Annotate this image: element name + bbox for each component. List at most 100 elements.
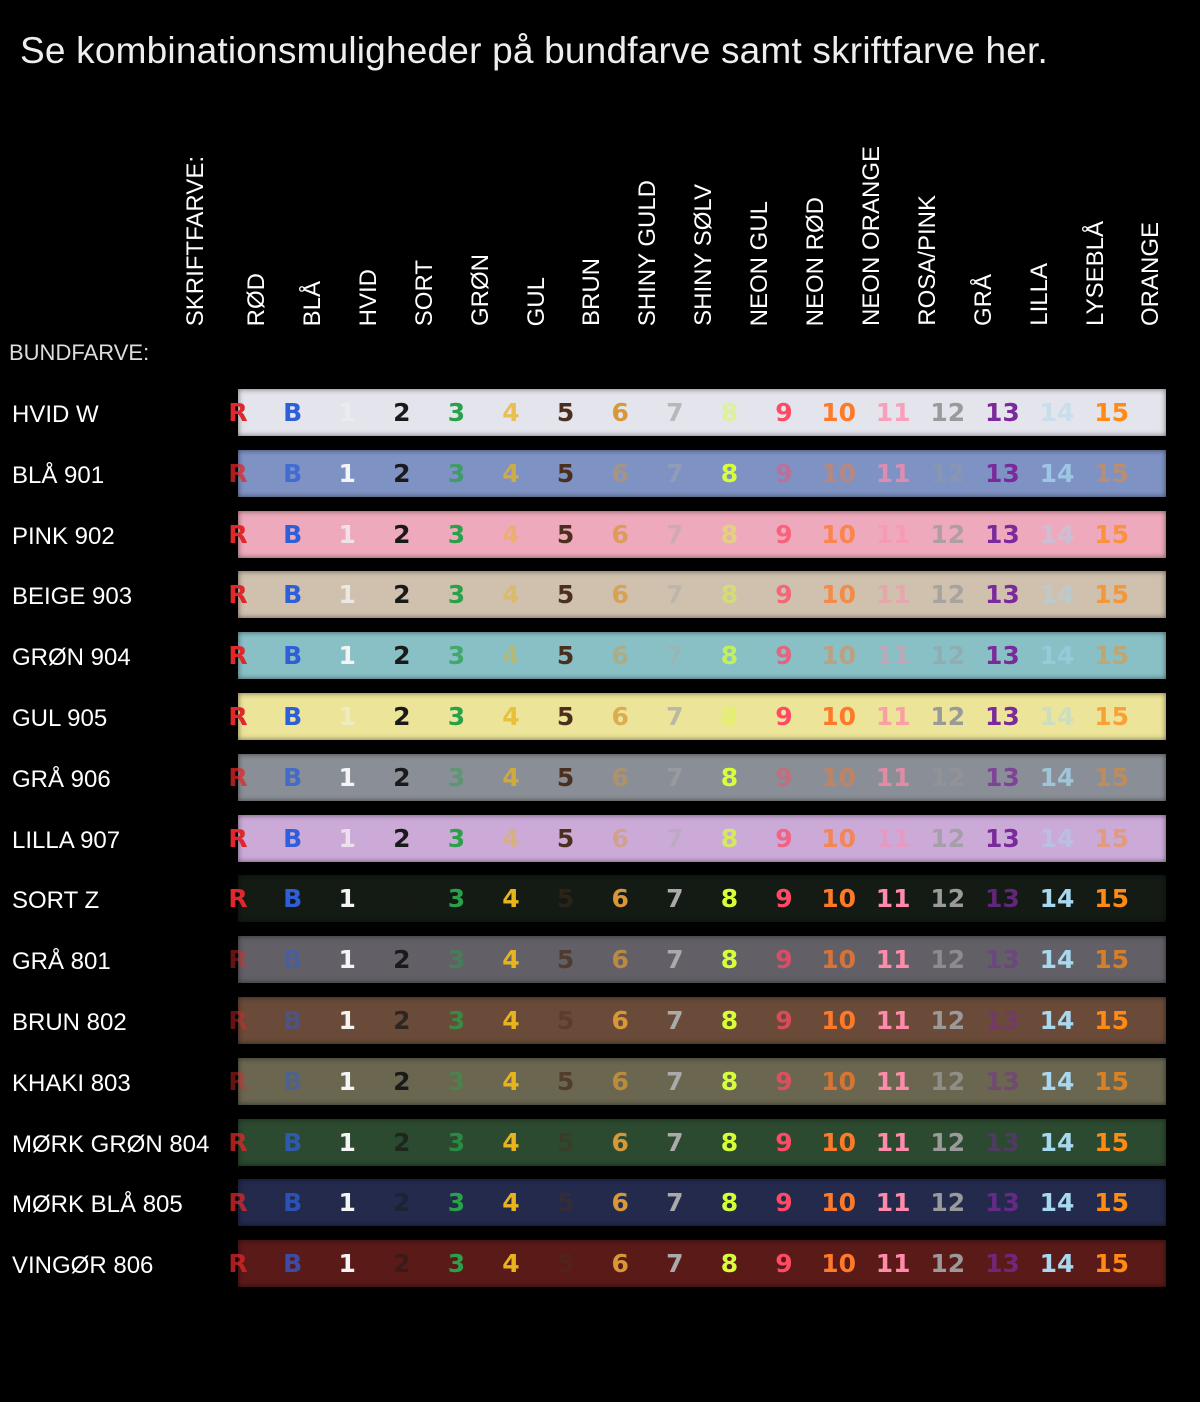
sample-glyph: 2 xyxy=(393,702,411,731)
sample-glyph: 2 xyxy=(393,1249,411,1279)
sample-glyph: 5 xyxy=(556,1249,575,1279)
ribbon-swatch: R B 1 2 3 4 5 6 7 8 9 10 11 12 13 14 15 xyxy=(228,632,1166,680)
sample-glyph: 10 xyxy=(821,641,856,671)
column-header: SHINY SØLV xyxy=(690,184,718,326)
sample-glyph: 7 xyxy=(666,762,684,792)
sample-glyph: 10 xyxy=(821,1127,856,1157)
sample-glyph: 6 xyxy=(611,398,629,427)
sample-glyph: 10 xyxy=(821,1188,856,1218)
sample-glyph: 11 xyxy=(875,702,911,731)
sample-glyph: 1 xyxy=(338,580,356,610)
sample-glyph: 12 xyxy=(930,519,966,549)
sample-glyph: 9 xyxy=(775,702,793,731)
sample-glyph: 9 xyxy=(775,398,793,427)
sample-glyph: 4 xyxy=(502,1127,520,1157)
sample-glyph: B xyxy=(283,398,303,427)
sample-glyph: 6 xyxy=(611,519,629,549)
sample-glyph: 12 xyxy=(930,1127,966,1157)
sample-glyph: 1 xyxy=(338,762,356,792)
sample-glyph: 8 xyxy=(720,1188,739,1218)
sample-glyph: 8 xyxy=(720,945,739,975)
sample-glyph: 11 xyxy=(875,641,911,671)
sample-glyph: 13 xyxy=(984,884,1020,914)
sample-glyph: 9 xyxy=(775,1249,793,1279)
sample-glyph: 13 xyxy=(984,702,1020,731)
ribbon-swatch: R B 1 2 3 4 5 6 7 8 9 10 11 12 13 14 15 xyxy=(228,753,1166,801)
sample-glyph: 13 xyxy=(984,1188,1020,1218)
sample-glyph: B xyxy=(283,641,303,671)
column-header: SHINY GULD xyxy=(634,179,662,326)
sample-glyph: 13 xyxy=(984,1006,1020,1035)
column-header: RØD xyxy=(243,272,270,326)
sample-glyph: 7 xyxy=(666,1127,684,1157)
sample-glyph: 7 xyxy=(666,1249,684,1279)
sample-glyph: 8 xyxy=(720,1066,739,1096)
sample-glyph: 10 xyxy=(821,398,856,427)
column-header: NEON RØD xyxy=(802,196,829,326)
sample-glyph: 11 xyxy=(875,1188,911,1218)
sample-glyph: 7 xyxy=(666,1006,684,1035)
sample-glyph: 14 xyxy=(1039,1006,1075,1035)
sample-glyph: R xyxy=(228,519,248,549)
sample-glyph: 12 xyxy=(930,1006,966,1035)
sample-glyph: 10 xyxy=(821,945,856,975)
sample-glyph: B xyxy=(283,1066,303,1096)
sample-glyph: B xyxy=(283,945,303,975)
sample-glyph: 15 xyxy=(1094,884,1129,914)
sample-glyph: 9 xyxy=(775,641,793,671)
sample-glyph: 4 xyxy=(502,1249,520,1279)
page-title: Se kombinationsmuligheder på bundfarve s… xyxy=(20,30,1048,71)
sample-glyph: 15 xyxy=(1094,580,1129,610)
sample-glyph: 12 xyxy=(930,1249,966,1279)
sample-glyph: 3 xyxy=(447,762,466,792)
sample-glyph: R xyxy=(228,1066,248,1096)
column-header: SORT xyxy=(410,259,438,326)
sample-glyph: R xyxy=(228,458,248,488)
ribbon-swatch: R B 1 2 3 4 5 6 7 8 9 10 11 12 13 14 15 xyxy=(228,571,1166,619)
ribbon-swatch: R B 1 2 3 4 5 6 7 8 9 10 11 12 13 14 15 xyxy=(228,1118,1166,1166)
row-label: KHAKI 803 xyxy=(12,1069,131,1097)
sample-glyph: 9 xyxy=(775,1066,793,1096)
sample-glyph: 3 xyxy=(447,1066,466,1096)
sample-glyph: B xyxy=(283,458,303,488)
column-header: ORANGE xyxy=(1137,221,1165,326)
sample-glyph: 12 xyxy=(930,580,966,610)
sample-glyph: R xyxy=(228,945,248,975)
sample-glyph: 5 xyxy=(556,762,575,792)
sample-glyph: 15 xyxy=(1094,641,1129,671)
sample-glyph: 14 xyxy=(1039,580,1075,610)
sample-glyph: 12 xyxy=(930,823,966,853)
sample-glyph: 13 xyxy=(984,1066,1020,1096)
sample-glyph: 2 xyxy=(393,1006,411,1035)
sample-glyph: 9 xyxy=(775,884,793,914)
sample-glyph: 14 xyxy=(1039,762,1075,792)
sample-glyph: 15 xyxy=(1094,823,1129,853)
sample-glyph: 5 xyxy=(556,1188,575,1218)
sample-glyph: 12 xyxy=(930,1066,966,1096)
sample-glyph: 13 xyxy=(984,945,1020,975)
sample-glyph: 10 xyxy=(821,823,856,853)
sample-glyph: 10 xyxy=(821,702,856,731)
sample-glyph: 13 xyxy=(984,519,1020,549)
sample-glyph: 3 xyxy=(447,519,466,549)
sample-glyph: 9 xyxy=(775,1127,793,1157)
sample-glyph: 6 xyxy=(611,1188,629,1218)
sample-glyph: 6 xyxy=(611,702,629,731)
sample-glyph: 4 xyxy=(502,398,520,427)
sample-glyph: 2 xyxy=(393,884,411,914)
sample-glyph: 11 xyxy=(875,884,911,914)
sample-glyph: 9 xyxy=(775,580,793,610)
sample-glyph: 6 xyxy=(611,641,629,671)
row-label: GRÅ 906 xyxy=(12,765,111,793)
sample-glyph: 5 xyxy=(556,580,575,610)
sample-glyph: R xyxy=(228,823,248,853)
sample-glyph: 5 xyxy=(556,1066,575,1096)
sample-glyph: 6 xyxy=(611,458,629,488)
sample-glyph: 11 xyxy=(875,519,911,549)
sample-glyph: 10 xyxy=(821,1249,856,1279)
sample-glyph: 6 xyxy=(611,762,629,792)
sample-glyph: 8 xyxy=(720,1127,739,1157)
sample-glyph: 2 xyxy=(393,641,411,671)
sample-glyph: 11 xyxy=(875,1006,911,1035)
sample-glyph: 8 xyxy=(720,823,739,853)
